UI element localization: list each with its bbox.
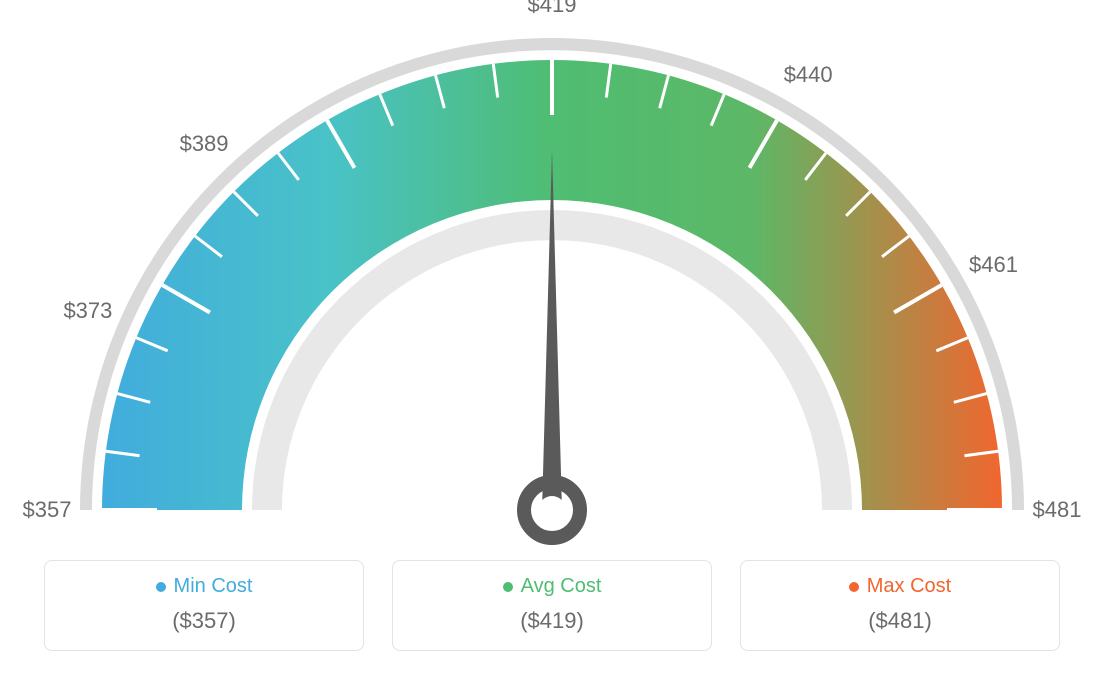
- gauge-tick-label: $440: [784, 62, 833, 88]
- summary-cards: Min Cost ($357) Avg Cost ($419) Max Cost…: [0, 560, 1104, 651]
- gauge-svg: [0, 0, 1104, 560]
- gauge-tick-label: $419: [528, 0, 577, 18]
- min-cost-label: Min Cost: [174, 575, 253, 598]
- gauge-tick-label: $481: [1033, 497, 1082, 523]
- max-cost-card: Max Cost ($481): [740, 560, 1060, 651]
- gauge-tick-label: $389: [180, 131, 229, 157]
- avg-cost-label: Avg Cost: [521, 575, 602, 598]
- gauge-chart: $357 $373 $389 $419 $440 $461 $481: [0, 0, 1104, 560]
- min-dot-icon: [156, 582, 166, 592]
- max-dot-icon: [849, 582, 859, 592]
- gauge-tick-label: $373: [63, 298, 112, 324]
- max-cost-title: Max Cost: [849, 575, 951, 598]
- max-cost-label: Max Cost: [867, 575, 951, 598]
- gauge-tick-label: $357: [23, 497, 72, 523]
- max-cost-value: ($481): [751, 608, 1049, 634]
- min-cost-title: Min Cost: [156, 575, 253, 598]
- avg-cost-value: ($419): [403, 608, 701, 634]
- gauge-tick-label: $461: [969, 252, 1018, 278]
- min-cost-value: ($357): [55, 608, 353, 634]
- avg-cost-title: Avg Cost: [503, 575, 602, 598]
- avg-dot-icon: [503, 582, 513, 592]
- avg-cost-card: Avg Cost ($419): [392, 560, 712, 651]
- min-cost-card: Min Cost ($357): [44, 560, 364, 651]
